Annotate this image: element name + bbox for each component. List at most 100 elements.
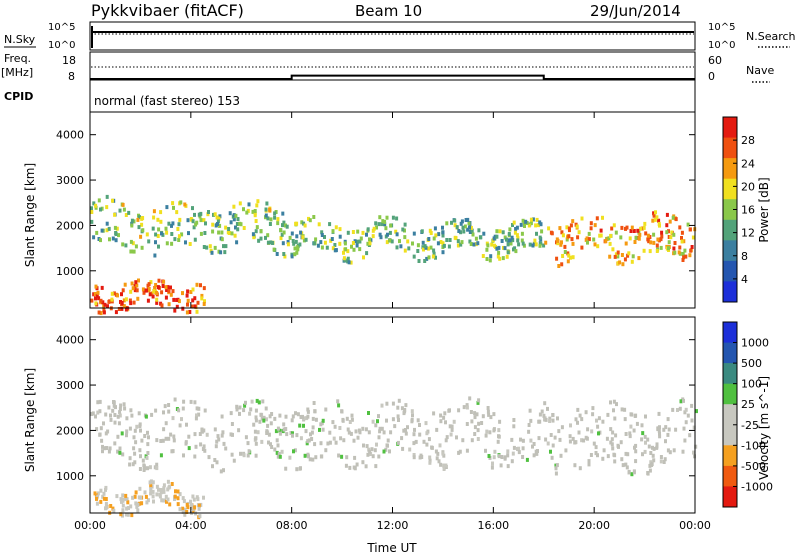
- power-cell: [403, 222, 407, 227]
- power-cell: [164, 285, 168, 290]
- x-tick-label: 00:00: [74, 519, 106, 532]
- velocity-cell: [559, 453, 563, 458]
- power-cell: [132, 219, 136, 224]
- velocity-cell: [443, 411, 447, 416]
- power-cell: [323, 235, 326, 239]
- velocity-cell: [601, 456, 605, 461]
- velocity-cell: [155, 466, 159, 471]
- velocity-cell: [674, 427, 678, 432]
- velocity-cell: [457, 450, 461, 455]
- power-cell: [173, 237, 177, 242]
- power-cell: [571, 219, 575, 224]
- velocity-cell: [506, 464, 510, 469]
- velocity-cell: [298, 423, 302, 428]
- velocity-cell: [126, 512, 130, 517]
- velocity-cell: [643, 434, 647, 439]
- velocity-cell: [160, 498, 164, 503]
- power-cell: [616, 250, 620, 255]
- power-cell: [412, 254, 416, 259]
- velocity-cell: [348, 465, 352, 470]
- velocity-cell: [112, 400, 115, 404]
- power-cell: [187, 231, 190, 236]
- power-cell: [226, 230, 230, 235]
- power-cell: [160, 290, 164, 295]
- velocity-cell: [146, 442, 150, 447]
- power-cell: [464, 218, 468, 222]
- colorbar-tick-label: -500: [741, 460, 766, 473]
- power-cell: [447, 244, 451, 249]
- velocity-cell: [141, 458, 145, 463]
- velocity-cell: [442, 453, 446, 458]
- velocity-cell: [159, 490, 163, 495]
- velocity-cell: [592, 441, 596, 446]
- power-cell: [121, 242, 125, 247]
- velocity-cell: [150, 412, 154, 417]
- velocity-cell: [162, 489, 166, 494]
- velocity-cell: [684, 420, 688, 425]
- power-cell: [371, 228, 375, 233]
- y-tick-label: 2000: [56, 424, 84, 437]
- velocity-cell: [529, 438, 533, 443]
- power-cell: [102, 310, 106, 315]
- power-cell: [219, 250, 223, 255]
- power-cell: [135, 288, 139, 293]
- power-cell: [128, 298, 132, 303]
- velocity-cell: [644, 414, 647, 419]
- power-cell: [421, 245, 425, 250]
- velocity-cell: [537, 436, 541, 441]
- power-cell: [380, 222, 384, 227]
- velocity-cell: [448, 424, 452, 429]
- power-cell: [186, 302, 189, 307]
- velocity-cell: [585, 436, 589, 441]
- power-cell: [115, 226, 119, 231]
- power-cell: [682, 239, 686, 244]
- power-cell: [235, 222, 239, 226]
- velocity-cell: [246, 441, 250, 446]
- power-cell: [207, 210, 210, 214]
- velocity-cell: [193, 400, 197, 405]
- velocity-cell: [404, 431, 408, 436]
- velocity-cell: [118, 407, 122, 411]
- velocity-cell: [306, 407, 310, 412]
- velocity-cell: [624, 451, 628, 456]
- velocity-cell: [546, 441, 550, 446]
- power-cell: [99, 238, 102, 243]
- velocity-cell: [155, 484, 159, 489]
- velocity-cell: [517, 450, 521, 455]
- velocity-cell: [396, 405, 400, 410]
- power-cell: [612, 223, 616, 228]
- power-cell: [513, 246, 517, 251]
- freq-left-tick-bottom: 8: [68, 70, 75, 83]
- velocity-cell: [338, 426, 342, 430]
- velocity-cell: [164, 494, 168, 499]
- power-cell: [427, 255, 431, 260]
- power-cell: [522, 243, 526, 248]
- power-cell: [459, 242, 463, 247]
- velocity-cell: [216, 434, 220, 439]
- power-cell: [102, 308, 106, 313]
- velocity-cell: [367, 411, 370, 415]
- colorbar-tick-label: 8: [741, 250, 748, 263]
- velocity-cell: [242, 453, 246, 458]
- power-cell: [686, 222, 690, 227]
- velocity-cell: [162, 486, 166, 491]
- velocity-cell: [123, 406, 127, 411]
- power-cell: [383, 222, 387, 227]
- velocity-cell: [499, 463, 503, 468]
- power-cell: [378, 215, 382, 220]
- velocity-cell: [564, 448, 568, 453]
- velocity-cell: [215, 439, 219, 444]
- velocity-cell: [380, 403, 384, 408]
- velocity-cell: [353, 466, 357, 471]
- power-cell: [384, 226, 388, 231]
- power-cell: [421, 240, 425, 245]
- velocity-cell: [400, 406, 404, 411]
- velocity-cell: [320, 454, 324, 459]
- power-cell: [368, 237, 371, 242]
- power-cell: [375, 225, 378, 230]
- power-cell: [416, 249, 420, 253]
- power-cell: [531, 217, 535, 222]
- power-cell: [613, 254, 617, 259]
- power-cell: [538, 243, 542, 248]
